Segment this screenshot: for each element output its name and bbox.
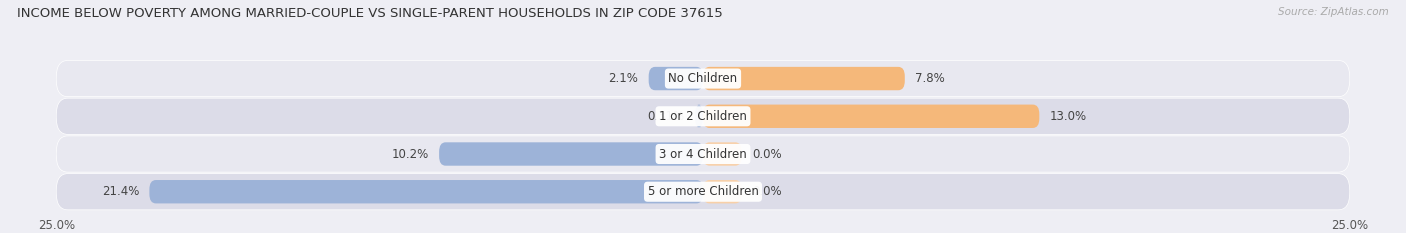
Text: 13.0%: 13.0% — [1050, 110, 1087, 123]
FancyBboxPatch shape — [149, 180, 703, 203]
Text: 0.31%: 0.31% — [648, 110, 685, 123]
FancyBboxPatch shape — [439, 142, 703, 166]
FancyBboxPatch shape — [648, 67, 703, 90]
Text: INCOME BELOW POVERTY AMONG MARRIED-COUPLE VS SINGLE-PARENT HOUSEHOLDS IN ZIP COD: INCOME BELOW POVERTY AMONG MARRIED-COUPL… — [17, 7, 723, 20]
FancyBboxPatch shape — [703, 180, 742, 203]
Text: Source: ZipAtlas.com: Source: ZipAtlas.com — [1278, 7, 1389, 17]
Text: 10.2%: 10.2% — [391, 147, 429, 161]
Text: 2.1%: 2.1% — [609, 72, 638, 85]
FancyBboxPatch shape — [56, 98, 1350, 134]
Text: 3 or 4 Children: 3 or 4 Children — [659, 147, 747, 161]
FancyBboxPatch shape — [703, 105, 1039, 128]
FancyBboxPatch shape — [703, 67, 905, 90]
Text: 5 or more Children: 5 or more Children — [648, 185, 758, 198]
FancyBboxPatch shape — [56, 136, 1350, 172]
FancyBboxPatch shape — [56, 174, 1350, 210]
Text: 7.8%: 7.8% — [915, 72, 945, 85]
Text: 0.0%: 0.0% — [752, 147, 782, 161]
Text: 21.4%: 21.4% — [101, 185, 139, 198]
FancyBboxPatch shape — [56, 60, 1350, 97]
Text: No Children: No Children — [668, 72, 738, 85]
Text: 0.0%: 0.0% — [752, 185, 782, 198]
FancyBboxPatch shape — [695, 105, 703, 128]
Text: 1 or 2 Children: 1 or 2 Children — [659, 110, 747, 123]
FancyBboxPatch shape — [703, 142, 742, 166]
